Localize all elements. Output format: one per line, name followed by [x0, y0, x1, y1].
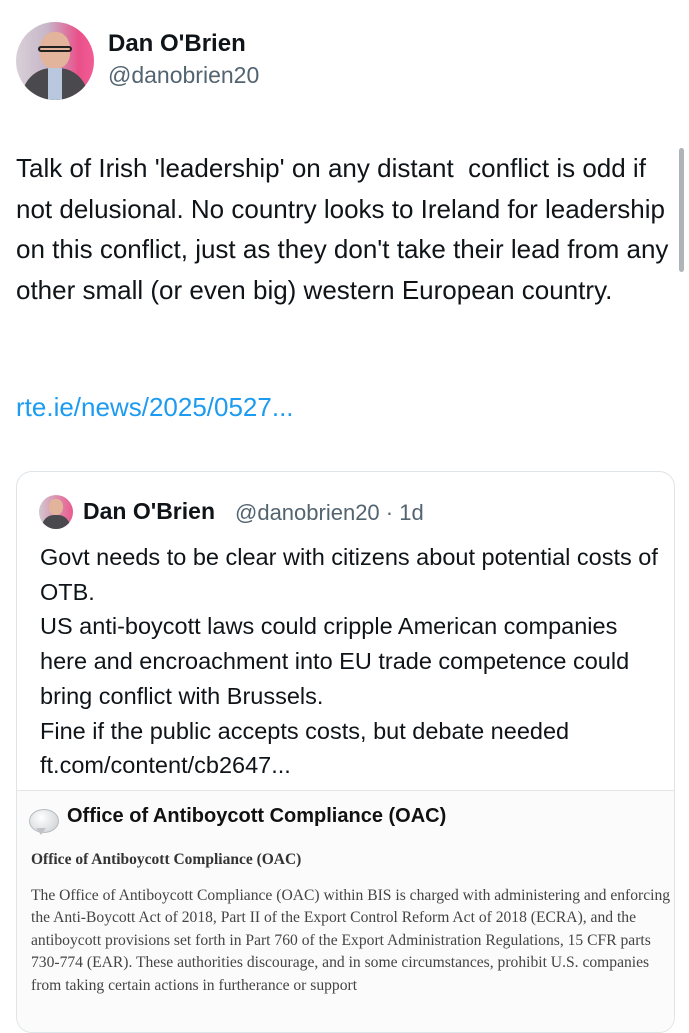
quote-text: Govt needs to be clear with citizens abo… — [40, 544, 658, 779]
author-avatar[interactable] — [16, 22, 94, 100]
quote-image[interactable]: Office of Antiboycott Compliance (OAC) O… — [17, 790, 674, 1032]
quoted-tweet[interactable]: Dan O'Brien @danobrien20 · 1d Govt needs… — [16, 471, 675, 1033]
avatar-glasses — [38, 46, 72, 52]
author-name[interactable]: Dan O'Brien — [108, 30, 246, 57]
image-subtitle: Office of Antiboycott Compliance (OAC) — [31, 851, 302, 868]
avatar-shirt — [48, 68, 62, 100]
speech-bubble-icon — [29, 809, 59, 835]
quote-author-handle: @danobrien20 · 1d — [235, 500, 424, 526]
tweet-text: Talk of Irish 'leadership' on any distan… — [16, 153, 676, 305]
quote-author-name: Dan O'Brien — [83, 498, 215, 524]
author-handle[interactable]: @danobrien20 — [108, 62, 260, 88]
image-title: Office of Antiboycott Compliance (OAC) — [67, 805, 447, 827]
scrollbar[interactable] — [679, 148, 684, 272]
tweet-link[interactable]: rte.ie/news/2025/0527... — [16, 392, 294, 422]
image-body: The Office of Antiboycott Compliance (OA… — [31, 887, 671, 994]
quote-avatar[interactable] — [39, 495, 73, 529]
quote-time: · 1d — [385, 500, 424, 525]
quote-handle: @danobrien20 — [235, 500, 380, 525]
